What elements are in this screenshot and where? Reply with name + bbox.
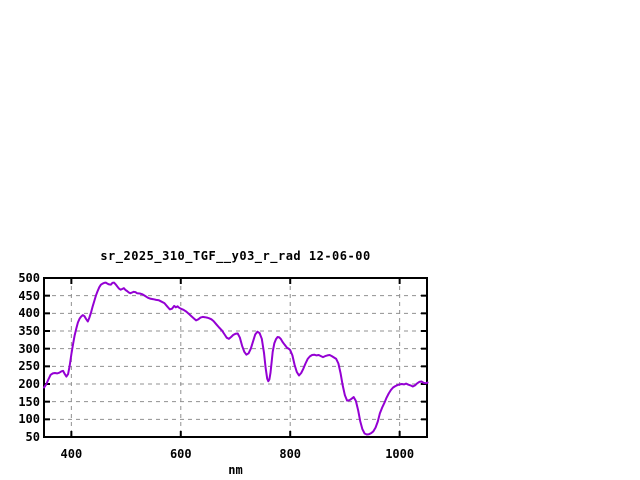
y-tick-label: 450 (18, 288, 40, 303)
x-tick-label: 600 (169, 447, 192, 461)
y-tick-label: 100 (18, 412, 40, 427)
y-tick-label: 200 (18, 377, 40, 391)
y-tick-label: 150 (18, 394, 40, 409)
y-tick-label: 300 (18, 341, 40, 356)
chart-title: sr_2025_310_TGF__y03_r_rad 12-06-00 (100, 249, 371, 263)
y-tick-label: 350 (18, 324, 40, 338)
x-tick-label: 400 (60, 447, 83, 461)
y-tick-label: 400 (18, 306, 40, 321)
y-axis-tick-labels: 50 100 150 200 250 300 350 400 450 500 (0, 0, 40, 480)
x-axis-tick-labels: 400 600 800 1000 (0, 447, 640, 463)
y-tick-label: 50 (25, 430, 40, 444)
x-axis-label: nm (228, 463, 243, 477)
y-tick-label: 500 (18, 271, 40, 285)
y-tick-label: 250 (18, 359, 40, 374)
plot-border (43, 277, 428, 438)
x-tick-label: 800 (279, 447, 302, 461)
x-tick-label: 1000 (385, 447, 415, 461)
data-series-line (43, 281, 429, 436)
